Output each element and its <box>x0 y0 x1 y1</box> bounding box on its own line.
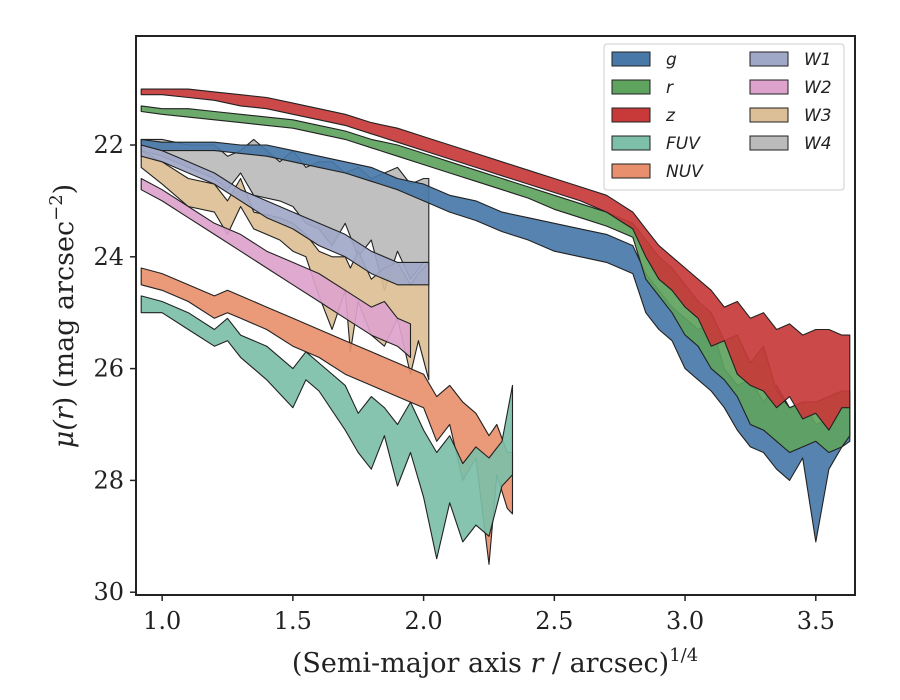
legend-swatch <box>611 79 651 95</box>
legend-swatch <box>749 51 789 67</box>
legend-swatch <box>611 135 651 151</box>
x-tick-label: 1.0 <box>143 607 181 635</box>
x-axis-label-exponent: 1/4 <box>669 645 698 666</box>
y-axis-ticks: 22 24 26 28 30 <box>93 131 136 606</box>
legend-item-nuv: NUV <box>611 162 704 182</box>
legend-swatch <box>749 79 789 95</box>
legend-swatch <box>611 107 651 123</box>
x-axis-label-unit: / arcsec) <box>543 648 669 679</box>
y-tick-label: 26 <box>93 355 124 383</box>
x-axis-ticks: 1.0 1.5 2.0 2.5 3.0 3.5 <box>143 595 835 635</box>
y-tick-label: 30 <box>93 578 124 606</box>
series-bands <box>140 88 851 565</box>
y-axis-label-unit: ) (mag arcsec <box>49 221 80 407</box>
x-axis-label-var: r <box>530 648 545 679</box>
x-axis-label: (Semi-major axis r / arcsec)1/4 <box>292 645 698 679</box>
legend-label: NUV <box>666 162 704 182</box>
band-fuv <box>140 295 514 560</box>
band-z <box>140 88 851 431</box>
legend-label: W1 <box>804 50 832 70</box>
y-axis-label-main: μ( <box>49 419 80 449</box>
band-nuv <box>140 267 514 565</box>
x-tick-label: 3.5 <box>797 607 835 635</box>
legend-label: r <box>666 78 674 98</box>
x-axis-label-main: (Semi-major axis <box>292 648 531 679</box>
band-w2 <box>140 177 412 358</box>
x-tick-label: 1.5 <box>274 607 312 635</box>
legend: grz FUV NUV W1 W2 W3 W4 <box>603 43 845 191</box>
y-axis-label: μ(r) (mag arcsec−2) <box>46 184 80 448</box>
x-tick-label: 2.5 <box>535 607 573 635</box>
y-axis-label-exponent: −2 <box>46 194 67 221</box>
band-w1 <box>140 144 430 286</box>
legend-item-w2: W2 <box>749 78 832 98</box>
legend-item-w3: W3 <box>749 106 832 126</box>
y-tick-label: 28 <box>93 466 124 494</box>
legend-item-g: g <box>611 50 677 70</box>
legend-items: grz FUV NUV W1 W2 W3 W4 <box>611 50 832 182</box>
y-axis-label-close: ) <box>49 184 80 195</box>
legend-item-w1: W1 <box>749 50 832 70</box>
legend-item-r: r <box>611 78 674 98</box>
legend-label: FUV <box>666 134 701 154</box>
legend-swatch <box>611 163 651 179</box>
legend-item-fuv: FUV <box>611 134 701 154</box>
legend-label: g <box>666 50 677 70</box>
y-tick-label: 24 <box>93 243 124 271</box>
y-tick-label: 22 <box>93 131 124 159</box>
legend-label: W2 <box>804 78 832 98</box>
legend-swatch <box>611 51 651 67</box>
legend-swatch <box>749 107 789 123</box>
legend-item-w4: W4 <box>749 134 832 154</box>
y-axis-label-var: r <box>49 405 80 420</box>
x-tick-label: 2.0 <box>405 607 443 635</box>
legend-label: W4 <box>804 134 832 154</box>
band-r <box>140 105 851 454</box>
x-tick-label: 3.0 <box>666 607 704 635</box>
legend-label: z <box>665 106 676 126</box>
legend-label: W3 <box>804 106 832 126</box>
axes-frame <box>135 35 856 596</box>
legend-swatch <box>749 135 789 151</box>
legend-item-z: z <box>611 106 676 126</box>
